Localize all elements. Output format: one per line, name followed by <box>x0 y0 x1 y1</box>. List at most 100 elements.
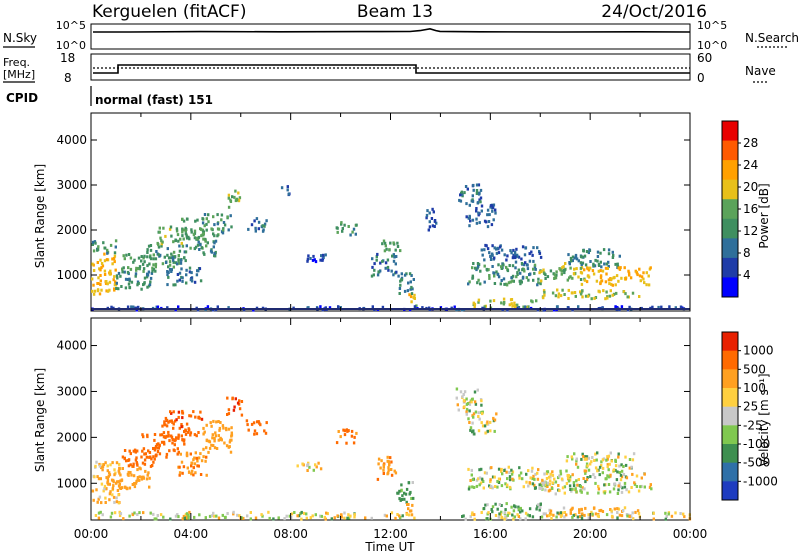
range-cell <box>601 458 605 462</box>
range-cell <box>578 511 581 514</box>
range-cell <box>308 465 311 469</box>
range-cell <box>264 431 268 435</box>
range-cell <box>594 466 598 470</box>
range-cell <box>194 219 197 223</box>
range-cell <box>649 483 652 487</box>
range-cell <box>336 230 339 234</box>
range-cell <box>106 248 109 252</box>
range-cell <box>212 511 215 515</box>
range-cell <box>335 226 338 230</box>
range-cell <box>622 509 625 512</box>
range-cell <box>460 190 464 194</box>
range-cell <box>578 508 581 512</box>
range-cell <box>146 248 149 252</box>
range-cell <box>399 516 402 520</box>
range-cell <box>616 470 619 474</box>
range-cell <box>576 515 580 519</box>
range-cell <box>173 443 176 447</box>
range-cell <box>400 483 403 487</box>
nsky-panel <box>90 23 691 50</box>
range-cell <box>119 487 123 490</box>
range-cell <box>435 221 438 225</box>
range-cell <box>586 476 589 479</box>
range-cell <box>543 293 546 297</box>
range-cell <box>163 255 166 259</box>
range-cell <box>618 464 621 468</box>
range-cell <box>583 268 586 272</box>
range-cell <box>544 273 547 277</box>
range-cell <box>341 229 344 233</box>
range-cell <box>110 511 114 515</box>
range-cell <box>94 464 97 468</box>
range-cell <box>596 255 600 258</box>
range-cell <box>503 253 506 257</box>
range-cell <box>571 276 574 280</box>
range-cell <box>611 293 614 297</box>
range-cell <box>519 506 522 510</box>
range-cell <box>516 254 519 258</box>
range-cell <box>421 306 424 310</box>
range-cell <box>471 266 474 270</box>
range-cell <box>623 481 627 485</box>
range-cell <box>187 235 190 239</box>
range-cell <box>468 402 472 406</box>
range-cell <box>384 266 387 270</box>
range-cell <box>516 273 519 276</box>
range-cell <box>664 511 667 515</box>
range-cell <box>562 506 566 510</box>
range-cell <box>182 514 186 518</box>
range-cell <box>521 509 524 513</box>
range-cell <box>494 211 497 215</box>
range-cell <box>470 513 474 516</box>
range-cell <box>575 479 578 483</box>
range-cell <box>628 515 631 518</box>
range-cell <box>521 477 524 481</box>
range-cell <box>106 282 109 286</box>
range-cell <box>403 273 407 277</box>
range-cell <box>148 476 151 480</box>
range-cell <box>183 256 186 260</box>
range-cell <box>258 421 261 425</box>
range-cell <box>618 482 621 486</box>
range-cell <box>210 424 213 428</box>
range-cell <box>185 422 189 426</box>
range-cell <box>503 511 506 515</box>
range-cell <box>389 456 392 460</box>
range-cell <box>623 266 626 270</box>
range-cell <box>98 462 101 466</box>
range-cell <box>577 259 580 263</box>
y-tick-label: 1000 <box>56 268 87 282</box>
range-cell <box>637 489 641 493</box>
range-cell <box>384 261 388 265</box>
range-cell <box>638 295 641 298</box>
range-cell <box>180 267 183 271</box>
range-cell <box>500 510 503 514</box>
range-cell <box>566 476 570 480</box>
range-cell <box>142 267 146 271</box>
range-cell <box>181 416 184 420</box>
range-cell <box>542 289 546 293</box>
range-cell <box>575 490 578 494</box>
range-cell <box>528 507 532 511</box>
range-cell <box>589 266 592 270</box>
range-cell <box>505 282 508 286</box>
range-cell <box>161 240 164 244</box>
range-cell <box>506 269 510 273</box>
range-cell <box>463 390 467 394</box>
scatter-patch <box>94 510 416 521</box>
range-cell <box>168 267 172 271</box>
range-cell <box>199 227 202 231</box>
range-cell <box>364 516 367 520</box>
range-cell <box>427 228 430 232</box>
range-cell <box>483 264 486 268</box>
range-cell <box>585 250 589 253</box>
range-cell <box>152 455 155 459</box>
range-cell <box>539 282 542 286</box>
range-cell <box>462 514 465 518</box>
range-cell <box>104 501 107 504</box>
range-cell <box>353 435 356 439</box>
range-cell <box>106 289 110 293</box>
range-cell <box>610 509 613 513</box>
range-cell <box>112 484 115 488</box>
range-cell <box>586 274 590 278</box>
